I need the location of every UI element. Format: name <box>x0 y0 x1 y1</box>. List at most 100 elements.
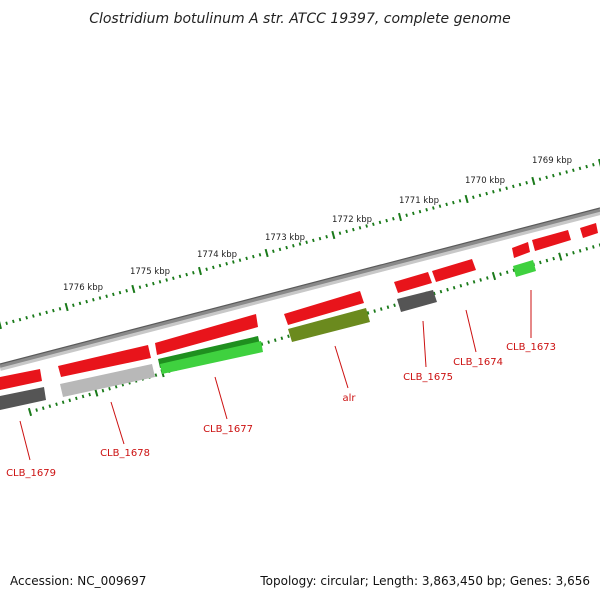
inner-scale-tick <box>55 402 58 407</box>
inner-scale-tick <box>393 303 396 307</box>
outer-scale-tick <box>198 266 202 276</box>
outer-scale-tick <box>298 242 302 246</box>
gene-clb-1677[interactable] <box>160 341 263 374</box>
inner-scale-tick <box>373 309 376 313</box>
inner-scale-tick <box>267 340 270 344</box>
kbp-label-1775: 1775 kbp <box>130 267 170 277</box>
kbp-label-1773: 1773 kbp <box>265 233 305 243</box>
outer-scale-tick <box>531 176 536 186</box>
inner-scale-tick <box>505 270 509 274</box>
outer-scale-tick <box>225 262 228 266</box>
outer-scale-tick <box>464 194 469 204</box>
outer-scale-tick <box>565 170 568 174</box>
gene-forward-1[interactable] <box>512 242 530 258</box>
outer-scale-tick <box>365 224 368 228</box>
inner-scale-tick <box>592 245 595 249</box>
outer-scale-tick <box>525 181 528 185</box>
outer-scale-tick <box>438 204 442 208</box>
gene-label-clb-1675[interactable]: CLB_1675 <box>403 372 453 383</box>
gene-clb-1675-forward[interactable] <box>394 272 432 293</box>
gene-forward-alr-region[interactable] <box>284 291 364 325</box>
inner-scale-tick <box>552 256 555 261</box>
outer-scale-tick <box>372 222 375 226</box>
kbp-label-1769: 1769 kbp <box>532 156 572 166</box>
outer-scale-tick <box>305 240 308 244</box>
gene-forward-1677-region[interactable] <box>155 314 258 355</box>
gene-clb-1675[interactable] <box>397 290 437 312</box>
leader-alr <box>334 345 349 389</box>
gene-forward-1679-region[interactable] <box>0 369 42 390</box>
outer-scale-tick <box>5 321 8 325</box>
inner-scale-tick <box>75 396 78 401</box>
gene-label-clb-1673[interactable]: CLB_1673 <box>506 342 556 353</box>
inner-scale-tick <box>459 283 463 288</box>
gene-alr[interactable] <box>288 308 370 342</box>
outer-scale-tick <box>598 158 600 168</box>
gene-forward-2[interactable] <box>532 230 571 251</box>
topology-text: Topology: circular; Length: 3,863,450 bp… <box>260 574 590 588</box>
gene-label-clb-1677[interactable]: CLB_1677 <box>203 424 253 435</box>
accession-text: Accession: NC_009697 <box>10 574 147 588</box>
inner-scale-tick <box>154 373 158 377</box>
gene-label-clb-1678[interactable]: CLB_1678 <box>100 448 150 459</box>
outer-scale-tick <box>152 281 155 286</box>
outer-scale-tick <box>478 193 482 198</box>
inner-scale-tick <box>466 282 469 286</box>
inner-scale-tick <box>68 398 72 403</box>
gene-label-clb-1679[interactable]: CLB_1679 <box>6 468 56 479</box>
inner-scale-tick <box>565 252 569 257</box>
outer-scale-tick <box>552 173 555 178</box>
inner-scale-tick <box>287 334 290 339</box>
gene-label-alr[interactable]: alr <box>342 393 356 404</box>
gene-clb-1679[interactable] <box>0 387 46 410</box>
outer-scale-tick <box>318 236 322 241</box>
gene-clb-1678[interactable] <box>60 364 155 397</box>
inner-scale-tick <box>558 252 563 261</box>
gene-forward-3[interactable] <box>580 223 598 238</box>
gene-features <box>0 223 598 410</box>
outer-scale-tick <box>52 308 55 313</box>
outer-scale-tick <box>32 314 35 318</box>
inner-scale-tick <box>572 250 575 255</box>
backbone-stroke-1 <box>0 208 600 368</box>
leader-clb-1678 <box>110 401 125 445</box>
leader-clb-1677 <box>214 376 228 420</box>
outer-scale-tick <box>112 292 115 297</box>
gene-clb-1674[interactable] <box>432 259 476 282</box>
leader-clb-1675 <box>422 320 427 368</box>
inner-scale-tick <box>260 342 264 346</box>
outer-scale-tick <box>492 190 495 194</box>
gene-label-clb-1674[interactable]: CLB_1674 <box>453 357 503 368</box>
kbp-label-1774: 1774 kbp <box>197 250 237 260</box>
outer-scale-tick <box>78 301 82 306</box>
outer-scale-tick <box>392 217 395 221</box>
kbp-labels: 1769 kbp 1770 kbp 1771 kbp 1772 kbp 1773… <box>63 156 572 293</box>
gene-reverse-green-small[interactable] <box>513 260 536 277</box>
outer-scale-tick <box>432 206 435 210</box>
outer-scale-tick <box>452 200 455 205</box>
kbp-label-1771: 1771 kbp <box>399 196 439 206</box>
outer-scale-tick <box>12 319 15 324</box>
outer-scale-tick <box>145 283 148 288</box>
outer-scale-tick <box>345 229 348 234</box>
outer-scale-tick <box>572 168 575 172</box>
outer-scale-tick <box>158 280 162 284</box>
outer-scale-tick <box>192 271 195 275</box>
backbone-stroke-0 <box>0 209 600 371</box>
outer-scale-tick <box>331 230 336 240</box>
outer-scale-tick <box>72 303 75 307</box>
gene-labels: CLB_1673 CLB_1674 CLB_1675 alr CLB_1677 … <box>6 342 556 479</box>
outer-scale-tick <box>232 260 235 264</box>
leader-clb-1679 <box>19 420 31 461</box>
inner-scale-tick <box>486 276 489 280</box>
gene-forward-1678-region[interactable] <box>58 345 151 377</box>
inner-scale-tick <box>114 384 118 389</box>
inner-scale-tick <box>41 406 45 410</box>
outer-scale-tick <box>472 195 475 199</box>
outer-scale-tick <box>238 258 242 262</box>
inner-scale-tick <box>48 404 52 408</box>
outer-scale-tick <box>58 307 62 311</box>
kbp-label-1776: 1776 kbp <box>63 283 103 293</box>
inner-scale-tick <box>386 305 390 309</box>
